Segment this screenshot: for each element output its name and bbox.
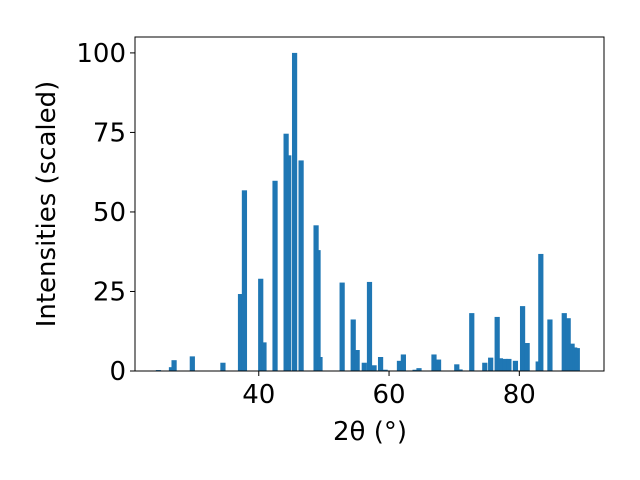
bar	[454, 364, 460, 371]
bar	[371, 365, 377, 371]
bar	[519, 306, 526, 371]
bar	[488, 357, 494, 371]
bar	[317, 357, 323, 371]
bar	[538, 253, 544, 371]
bar	[565, 318, 571, 371]
bar	[261, 342, 267, 371]
bar	[412, 369, 418, 371]
bar	[298, 160, 304, 371]
bar	[547, 319, 553, 371]
x-axis: 40 60 80	[242, 371, 536, 410]
x-tick-label: 60	[372, 380, 405, 410]
y-tick-label: 100	[76, 39, 126, 69]
bar	[574, 348, 580, 371]
bar	[272, 180, 278, 371]
y-tick-label: 25	[93, 277, 126, 307]
bar	[506, 358, 512, 371]
bar	[512, 360, 519, 371]
bar	[366, 281, 373, 371]
x-axis-label: 2θ (°)	[333, 417, 407, 447]
bars-group	[155, 52, 580, 372]
bar	[361, 362, 367, 371]
bar	[286, 155, 292, 371]
bar	[396, 360, 403, 371]
bar	[535, 361, 541, 371]
bar	[220, 362, 226, 371]
bar	[482, 362, 488, 371]
y-axis-label: Intensities (scaled)	[32, 81, 62, 328]
bar	[416, 368, 422, 371]
bar	[431, 354, 437, 371]
bar	[502, 358, 508, 371]
bar	[400, 354, 406, 371]
bar	[291, 52, 298, 372]
bar	[258, 278, 264, 371]
bar	[497, 358, 504, 371]
bar	[241, 190, 248, 371]
bar	[354, 350, 360, 371]
bar	[315, 250, 321, 371]
bar	[339, 282, 345, 371]
bar	[561, 313, 567, 371]
x-tick-label: 40	[242, 380, 275, 410]
y-tick-label: 75	[93, 118, 126, 148]
bar	[572, 347, 578, 371]
plot-frame	[134, 36, 605, 372]
bar	[171, 360, 177, 371]
bar	[382, 369, 388, 371]
x-tick-label: 80	[503, 380, 536, 410]
y-axis: 0 25 50 75 100	[76, 39, 135, 387]
bar	[435, 359, 442, 371]
bar	[168, 367, 175, 371]
y-tick-label: 50	[93, 198, 126, 228]
bar	[237, 294, 244, 371]
bar	[457, 369, 463, 371]
bar	[469, 313, 475, 371]
y-tick-label: 0	[109, 357, 126, 387]
bar	[494, 316, 500, 371]
bar	[524, 343, 530, 371]
bar	[189, 356, 195, 371]
bar	[377, 357, 384, 371]
bar	[350, 319, 356, 371]
